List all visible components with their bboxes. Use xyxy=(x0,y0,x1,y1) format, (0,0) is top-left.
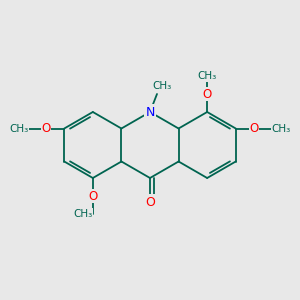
Text: CH₃: CH₃ xyxy=(74,209,93,219)
Text: CH₃: CH₃ xyxy=(9,124,28,134)
Text: O: O xyxy=(249,122,258,135)
Text: CH₃: CH₃ xyxy=(272,124,291,134)
Text: O: O xyxy=(42,122,51,135)
Text: O: O xyxy=(88,190,98,202)
Text: CH₃: CH₃ xyxy=(152,81,172,91)
Text: CH₃: CH₃ xyxy=(197,71,217,81)
Text: O: O xyxy=(145,196,155,208)
Text: N: N xyxy=(145,106,155,118)
Text: O: O xyxy=(202,88,212,100)
